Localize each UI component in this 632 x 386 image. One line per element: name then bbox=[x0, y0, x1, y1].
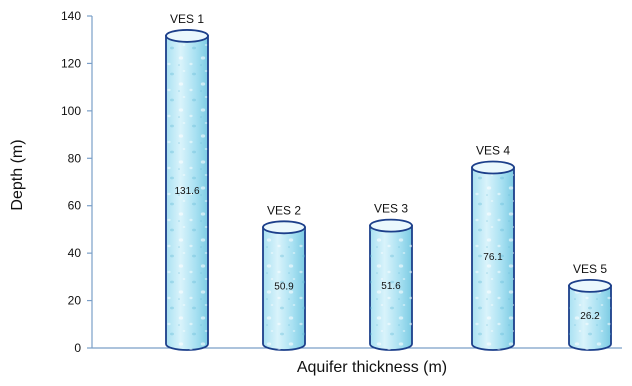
x-axis-label: Aquifer thickness (m) bbox=[297, 359, 447, 376]
y-tick-label: 0 bbox=[74, 341, 81, 355]
category-label: VES 4 bbox=[476, 144, 510, 158]
cylinder-texture bbox=[263, 227, 305, 350]
cylinder-bar-4: VES 4 76.1 bbox=[471, 144, 515, 351]
category-label: VES 1 bbox=[170, 12, 204, 26]
category-label: VES 5 bbox=[573, 262, 607, 276]
cylinder-texture bbox=[569, 285, 611, 350]
cylinder-bar-5: VES 5 26.2 bbox=[568, 262, 612, 351]
value-label: 26.2 bbox=[580, 311, 600, 322]
y-tick-label: 40 bbox=[68, 246, 82, 260]
cylinder-top bbox=[165, 29, 209, 43]
category-label: VES 3 bbox=[374, 202, 408, 216]
cylinder-texture bbox=[166, 35, 208, 351]
value-label: 131.6 bbox=[174, 186, 199, 197]
y-tick-label: 60 bbox=[68, 199, 82, 213]
y-tick-label: 100 bbox=[61, 104, 81, 118]
cylinder-texture bbox=[370, 225, 412, 350]
cylinder-bar-3: VES 3 51.6 bbox=[369, 202, 413, 351]
cylinder-top bbox=[568, 278, 612, 293]
cylinder-top bbox=[262, 220, 306, 235]
cylinder-bar-1: VES 1 131.6 bbox=[165, 12, 209, 351]
y-axis-label: Depth (m) bbox=[9, 139, 26, 210]
y-tick-label: 140 bbox=[61, 9, 81, 23]
cylinder-top bbox=[471, 160, 515, 175]
cylinder-bar-2: VES 2 50.9 bbox=[262, 203, 306, 351]
y-tick-label: 120 bbox=[61, 56, 81, 70]
category-label: VES 2 bbox=[267, 203, 301, 217]
y-tick-label: 20 bbox=[68, 294, 82, 308]
value-label: 51.6 bbox=[381, 281, 401, 292]
value-label: 50.9 bbox=[274, 282, 294, 293]
y-tick-label: 80 bbox=[68, 151, 82, 165]
cylinder-texture bbox=[472, 167, 514, 350]
cylinder-top bbox=[369, 218, 413, 233]
y-axis: 0 20 40 60 80 100 120 140 bbox=[61, 9, 93, 355]
value-label: 76.1 bbox=[483, 252, 503, 263]
